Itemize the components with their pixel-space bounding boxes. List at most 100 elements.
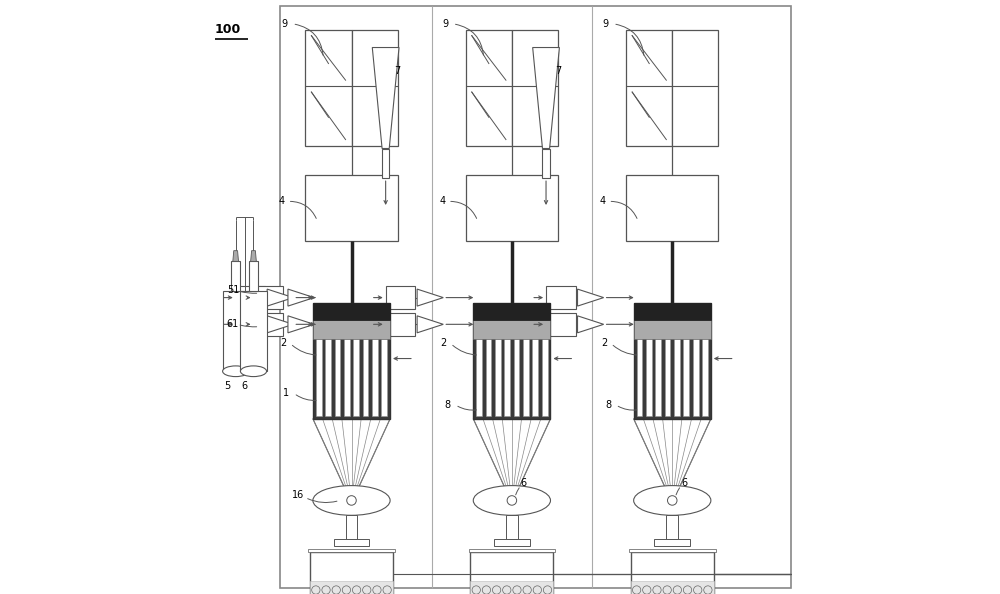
Bar	[316, 336, 322, 416]
Ellipse shape	[240, 366, 267, 377]
Text: 6: 6	[521, 478, 527, 488]
Bar	[313, 303, 390, 419]
Polygon shape	[313, 419, 390, 490]
Bar	[693, 336, 699, 416]
Bar	[253, 286, 283, 309]
Polygon shape	[288, 316, 314, 333]
Polygon shape	[231, 261, 240, 291]
Text: 6: 6	[242, 381, 248, 391]
Bar	[512, 30, 558, 146]
Polygon shape	[578, 289, 604, 306]
Bar	[631, 581, 714, 594]
Polygon shape	[240, 291, 267, 371]
Text: 5: 5	[224, 381, 230, 391]
Polygon shape	[634, 419, 711, 490]
Bar	[626, 30, 672, 146]
Polygon shape	[233, 251, 239, 261]
Bar	[542, 336, 548, 416]
Bar	[637, 336, 642, 416]
Bar	[494, 539, 530, 546]
Bar	[386, 313, 415, 336]
Text: 8: 8	[445, 400, 451, 410]
Polygon shape	[372, 48, 399, 148]
Bar	[325, 336, 331, 416]
Polygon shape	[267, 316, 293, 333]
Polygon shape	[533, 48, 559, 148]
Bar	[353, 336, 359, 416]
Ellipse shape	[223, 366, 249, 377]
Bar	[236, 286, 265, 309]
Text: 1: 1	[283, 388, 289, 399]
Bar	[470, 581, 553, 594]
Bar	[655, 336, 661, 416]
Bar	[665, 336, 670, 416]
Bar	[654, 539, 690, 546]
Bar	[305, 175, 398, 241]
Text: 2: 2	[601, 339, 607, 349]
Bar	[473, 320, 550, 339]
Bar	[386, 286, 415, 309]
Bar	[344, 336, 350, 416]
Bar	[476, 336, 482, 416]
Bar	[352, 30, 398, 146]
Bar	[634, 320, 711, 339]
Circle shape	[347, 495, 356, 505]
Bar	[523, 336, 529, 416]
Polygon shape	[473, 419, 550, 490]
Bar	[236, 313, 265, 336]
Bar	[532, 336, 538, 416]
Bar	[466, 30, 512, 146]
Bar	[310, 552, 393, 594]
Bar	[382, 148, 389, 178]
Bar	[363, 336, 368, 416]
Polygon shape	[288, 289, 314, 306]
Bar	[629, 549, 716, 552]
Bar	[672, 30, 718, 146]
Text: 7: 7	[395, 67, 401, 76]
Bar	[631, 552, 714, 594]
Text: 9: 9	[442, 19, 448, 29]
Bar	[486, 336, 491, 416]
Polygon shape	[223, 291, 249, 371]
Ellipse shape	[313, 486, 390, 516]
Bar	[334, 539, 369, 546]
Bar	[634, 303, 711, 419]
Bar	[310, 581, 393, 594]
Polygon shape	[267, 289, 293, 306]
Bar	[506, 516, 518, 539]
Bar	[542, 148, 550, 178]
Polygon shape	[251, 251, 256, 261]
Bar	[495, 336, 501, 416]
Text: 8: 8	[605, 400, 611, 410]
Bar	[546, 313, 576, 336]
Bar	[666, 516, 678, 539]
Circle shape	[668, 495, 677, 505]
Bar	[305, 30, 352, 146]
Bar	[626, 175, 718, 241]
Bar	[470, 552, 553, 594]
Bar	[308, 549, 395, 552]
Text: 51: 51	[227, 285, 239, 295]
Bar	[473, 303, 550, 419]
Bar	[674, 336, 680, 416]
Bar	[372, 336, 378, 416]
Bar	[504, 336, 510, 416]
Text: 16: 16	[292, 489, 304, 500]
Bar	[683, 336, 689, 416]
Bar	[702, 336, 708, 416]
Text: 100: 100	[215, 23, 241, 36]
Circle shape	[507, 495, 517, 505]
Bar	[346, 516, 357, 539]
Polygon shape	[417, 316, 443, 333]
Bar	[469, 549, 555, 552]
Bar	[466, 175, 558, 241]
Bar	[546, 286, 576, 309]
Text: 2: 2	[280, 339, 286, 349]
Bar	[514, 336, 519, 416]
Bar	[381, 336, 387, 416]
Text: 7: 7	[555, 67, 561, 76]
Bar	[634, 303, 711, 320]
Text: 9: 9	[282, 19, 288, 29]
Bar	[253, 313, 283, 336]
Polygon shape	[578, 316, 604, 333]
